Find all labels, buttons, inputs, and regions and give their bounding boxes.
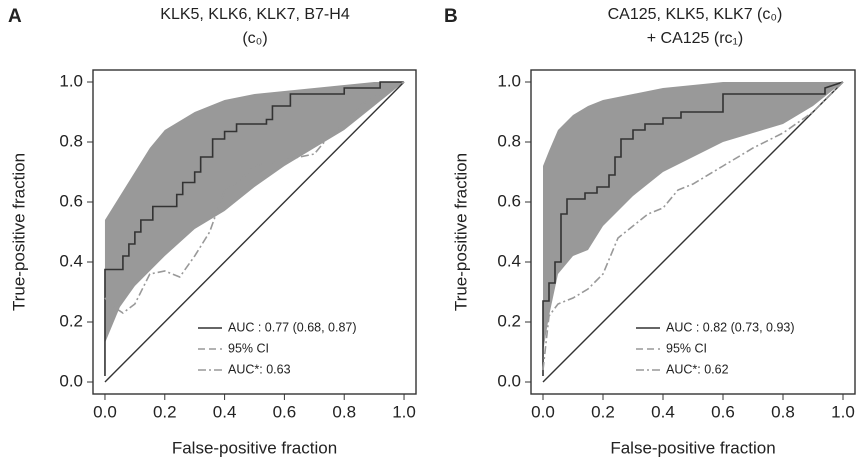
x-axis-title: False-positive fraction <box>172 438 337 457</box>
panel-letter: B <box>444 6 458 27</box>
x-tick-label: 0.6 <box>711 402 735 421</box>
panel: A KLK5, KLK6, KLK7, B7-H4 (c₀) False-positi… <box>8 6 417 457</box>
plot-frame <box>92 69 417 395</box>
y-tick-label: 1.0 <box>497 71 521 90</box>
chart-title: (c₀) <box>242 30 267 47</box>
y-axis-title: True-positive fraction <box>9 153 28 311</box>
x-tick-label: 1.0 <box>831 402 855 421</box>
chart-title: KLK5, KLK6, KLK7, B7-H4 <box>160 6 350 23</box>
panel-letter: A <box>8 6 22 27</box>
y-tick-label: 0.4 <box>497 251 521 270</box>
y-tick-label: 0.6 <box>497 191 521 210</box>
reference-diagonal <box>542 81 844 383</box>
y-tick-label: 0.8 <box>497 131 521 150</box>
x-tick-label: 0.2 <box>153 402 177 421</box>
x-tick-label: 0.0 <box>93 402 117 421</box>
y-tick-label: 1.0 <box>59 71 83 90</box>
ci-band <box>104 82 405 343</box>
plot-frame <box>530 69 856 395</box>
x-tick-label: 0.2 <box>591 402 615 421</box>
x-tick-label: 0.4 <box>213 402 237 421</box>
chart-title: + CA125 (rc₁) <box>647 30 744 47</box>
panel: B CA125, KLK5, KLK7 (c₀) + CA125 (rc₁) Fals… <box>444 6 856 457</box>
y-tick-label: 0.0 <box>497 371 521 390</box>
ci-band <box>543 82 843 352</box>
legend-label: 95% CI <box>228 341 269 355</box>
legend-label: AUC*: 0.62 <box>666 362 729 376</box>
x-axis-title: False-positive fraction <box>610 438 775 457</box>
x-tick-label: 0.0 <box>531 402 555 421</box>
chart-title: CA125, KLK5, KLK7 (c₀) <box>608 6 783 23</box>
y-tick-label: 0.0 <box>59 371 83 390</box>
y-tick-label: 0.4 <box>59 251 83 270</box>
y-tick-label: 0.6 <box>59 191 83 210</box>
legend-label: AUC : 0.77 (0.68, 0.87) <box>228 320 357 334</box>
x-tick-label: 0.8 <box>332 402 356 421</box>
roc-curve <box>542 81 844 376</box>
roc-curve <box>104 81 405 376</box>
x-tick-label: 0.8 <box>771 402 795 421</box>
x-tick-label: 0.6 <box>273 402 297 421</box>
y-tick-label: 0.2 <box>497 311 521 330</box>
y-axis-title: True-positive fraction <box>451 153 470 311</box>
legend-label: AUC*: 0.63 <box>228 362 291 376</box>
x-tick-label: 1.0 <box>392 402 416 421</box>
legend-label: 95% CI <box>666 341 707 355</box>
y-tick-label: 0.8 <box>59 131 83 150</box>
legend-label: AUC : 0.82 (0.73, 0.93) <box>666 320 795 334</box>
reference-diagonal <box>104 81 405 383</box>
roc-curve <box>542 81 844 371</box>
y-tick-label: 0.2 <box>59 311 83 330</box>
x-tick-label: 0.4 <box>651 402 675 421</box>
roc-curve <box>104 81 405 314</box>
